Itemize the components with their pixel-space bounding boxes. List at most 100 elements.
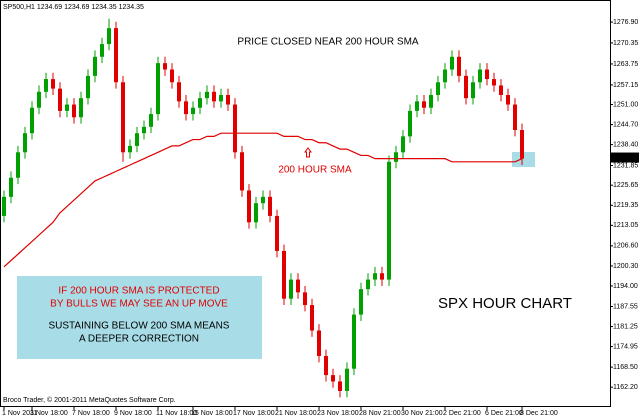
x-tick-label: 23 Nov 18:00 bbox=[317, 410, 359, 417]
candle-body bbox=[142, 126, 146, 134]
candle-body bbox=[79, 98, 83, 118]
candle-body bbox=[352, 314, 356, 369]
last-price-label: 1234.35 bbox=[612, 154, 637, 161]
x-tick-label: 3 Nov 18:00 bbox=[30, 410, 68, 417]
candle-body bbox=[380, 273, 384, 280]
candle-body bbox=[464, 75, 468, 99]
y-tick-label: 1263.75 bbox=[613, 61, 638, 68]
candle-body bbox=[443, 69, 447, 83]
arrow-icon bbox=[304, 147, 312, 158]
candle-body bbox=[268, 196, 272, 216]
candle-body bbox=[506, 94, 510, 105]
candle-body bbox=[408, 110, 412, 137]
candle-body bbox=[107, 28, 111, 45]
last-price-bg bbox=[610, 152, 639, 163]
candle-body bbox=[289, 279, 293, 299]
candle-body bbox=[121, 82, 125, 153]
chart-name: SPX HOUR CHART bbox=[438, 295, 572, 312]
y-tick-label: 1187.55 bbox=[613, 303, 638, 310]
x-tick-label: 28 Nov 21:00 bbox=[359, 410, 401, 417]
candle-body bbox=[37, 91, 41, 108]
candle-body bbox=[492, 79, 496, 86]
x-tick-label: 7 Nov 18:00 bbox=[72, 410, 110, 417]
note-line: A DEEPER CORRECTION bbox=[79, 334, 199, 345]
candle-body bbox=[520, 129, 524, 159]
candle-body bbox=[212, 91, 216, 102]
x-tick-label: 30 Nov 21:00 bbox=[401, 410, 443, 417]
candle-body bbox=[310, 305, 314, 331]
y-tick-label: 1225.65 bbox=[613, 182, 638, 189]
x-tick-label: 9 Nov 18:00 bbox=[114, 410, 152, 417]
candle-body bbox=[485, 69, 489, 80]
candle-body bbox=[16, 152, 20, 178]
y-tick-label: 1270.35 bbox=[613, 40, 638, 47]
candle-body bbox=[415, 101, 419, 111]
y-tick-label: 1219.35 bbox=[613, 202, 638, 209]
candle-body bbox=[114, 28, 118, 83]
candle-body bbox=[191, 107, 195, 115]
candle-body bbox=[317, 330, 321, 356]
candle-body bbox=[282, 250, 286, 299]
x-tick-label: 6 Dec 21:00 bbox=[485, 410, 523, 417]
candle-body bbox=[156, 63, 160, 115]
candle-body bbox=[198, 98, 202, 108]
candle-body bbox=[23, 133, 27, 153]
note-line: BY BULLS WE MAY SEE AN UP MOVE bbox=[50, 299, 228, 310]
footer: Broco Trader, © 2001-2011 MetaQuotes Sof… bbox=[3, 396, 176, 404]
candle-body bbox=[457, 56, 461, 76]
candle-body bbox=[394, 152, 398, 162]
candle-body bbox=[170, 69, 174, 83]
note-box bbox=[17, 276, 262, 359]
plot-frame bbox=[0, 0, 611, 407]
candle-body bbox=[65, 104, 69, 111]
y-tick-label: 1244.70 bbox=[613, 121, 638, 128]
candle-body bbox=[324, 355, 328, 376]
candle-body bbox=[401, 136, 405, 153]
x-tick-label: 1 Nov 2011 bbox=[2, 410, 37, 417]
candle-body bbox=[422, 101, 426, 108]
candle-body bbox=[471, 82, 475, 99]
candle-body bbox=[205, 91, 209, 99]
candle-body bbox=[219, 94, 223, 102]
candle-body bbox=[247, 190, 251, 223]
candle-body bbox=[149, 114, 153, 127]
y-tick-label: 1181.25 bbox=[613, 323, 638, 330]
y-tick-label: 1200.30 bbox=[613, 263, 638, 270]
x-tick-label: 17 Nov 18:00 bbox=[233, 410, 275, 417]
note-line: SUSTAINING BELOW 200 SMA MEANS bbox=[49, 321, 230, 332]
candle-body bbox=[513, 104, 517, 130]
header: SP500,H1 1234.69 1234.69 1234.35 1234.35 bbox=[3, 4, 144, 11]
candle-body bbox=[331, 375, 335, 382]
candle-body bbox=[72, 104, 76, 118]
y-tick-label: 1213.05 bbox=[613, 222, 638, 229]
candle-body bbox=[9, 177, 13, 197]
y-tick-label: 1194.00 bbox=[613, 283, 638, 290]
candle-body bbox=[86, 75, 90, 99]
sma-line bbox=[3, 132, 523, 268]
candle-body bbox=[2, 196, 6, 216]
x-tick-label: 8 Dec 21:00 bbox=[520, 410, 558, 417]
candle-body bbox=[177, 82, 181, 102]
annotation-title: PRICE CLOSED NEAR 200 HOUR SMA bbox=[237, 37, 418, 48]
candle-body bbox=[450, 56, 454, 70]
candle-body bbox=[128, 145, 132, 153]
note-line: IF 200 HOUR SMA IS PROTECTED bbox=[58, 286, 219, 297]
candle-body bbox=[387, 161, 391, 280]
y-tick-label: 1162.20 bbox=[613, 384, 638, 391]
candle-body bbox=[240, 152, 244, 191]
y-tick-label: 1251.00 bbox=[613, 101, 638, 108]
candle-body bbox=[184, 101, 188, 115]
candle-body bbox=[135, 133, 139, 146]
candle-body bbox=[499, 85, 503, 95]
candle-body bbox=[93, 56, 97, 76]
x-tick-label: 15 Nov 18:00 bbox=[191, 410, 233, 417]
candle-body bbox=[226, 94, 230, 105]
candle-body bbox=[233, 104, 237, 153]
candle-body bbox=[436, 82, 440, 95]
candle-body bbox=[58, 88, 62, 111]
y-tick-label: 1174.95 bbox=[613, 343, 638, 350]
candle-body bbox=[44, 79, 48, 92]
candle-body bbox=[373, 273, 377, 280]
candle-body bbox=[51, 79, 55, 89]
